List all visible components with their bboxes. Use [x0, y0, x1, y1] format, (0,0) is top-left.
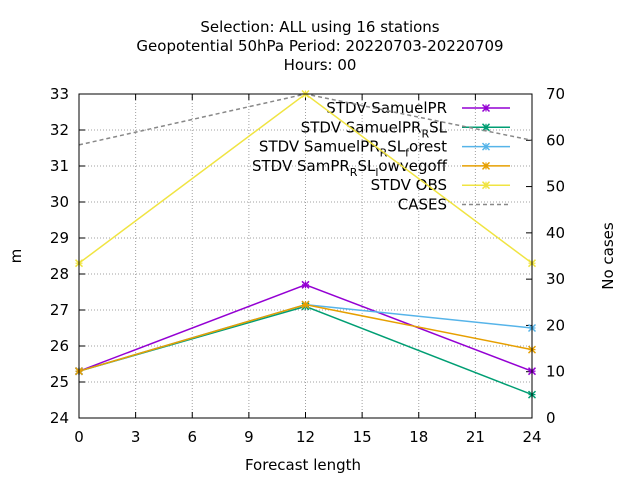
legend-label: STDV SamuelPRRSLforest [259, 138, 447, 160]
legend-label: STDV SamuelPR [326, 99, 447, 117]
y2-tick-label: 50 [546, 178, 565, 196]
y2-tick-label: 0 [546, 409, 556, 427]
y2-tick-label: 30 [546, 270, 565, 288]
x-tick-label: 0 [74, 428, 84, 446]
chart-title-line: Geopotential 50hPa Period: 20220703-2022… [136, 37, 503, 55]
x-tick-label: 24 [522, 428, 541, 446]
y2-axis-label: No cases [599, 222, 617, 290]
plot-frame [78, 93, 533, 419]
x-tick-label: 18 [409, 428, 428, 446]
y2-tick-label: 70 [546, 85, 565, 103]
y-tick-label: 32 [50, 121, 69, 139]
y-axis-label: m [7, 249, 25, 264]
y-tick-label: 27 [50, 301, 69, 319]
legend-label: STDV OBS [371, 176, 447, 194]
y2-tick-label: 60 [546, 131, 565, 149]
data-point [301, 300, 310, 309]
x-tick-label: 9 [244, 428, 254, 446]
grid [79, 94, 532, 418]
y-tick-label: 28 [50, 265, 69, 283]
x-tick-label: 12 [296, 428, 315, 446]
x-tick-label: 3 [131, 428, 141, 446]
ticks: 0 3 6 9 12 15 18 21 24 24 25 26 27 28 29 30 31 32 33 0 10 20 3… [50, 85, 565, 446]
chart-title-line: Selection: ALL using 16 stations [200, 18, 439, 36]
chart-title-line: Hours: 00 [284, 56, 357, 74]
y-tick-label: 31 [50, 157, 69, 175]
y2-tick-label: 20 [546, 316, 565, 334]
y2-tick-label: 40 [546, 224, 565, 242]
x-tick-label: 21 [466, 428, 485, 446]
y-tick-label: 30 [50, 193, 69, 211]
y-tick-label: 24 [50, 409, 69, 427]
legend-label: CASES [398, 196, 447, 214]
x-tick-label: 15 [353, 428, 372, 446]
x-tick-label: 6 [187, 428, 197, 446]
x-axis-label: Forecast length [245, 456, 361, 474]
data-point [301, 280, 310, 289]
y-tick-label: 33 [50, 85, 69, 103]
y-tick-label: 29 [50, 229, 69, 247]
y-tick-label: 26 [50, 337, 69, 355]
y-tick-label: 25 [50, 373, 69, 391]
y2-tick-label: 10 [546, 363, 565, 381]
